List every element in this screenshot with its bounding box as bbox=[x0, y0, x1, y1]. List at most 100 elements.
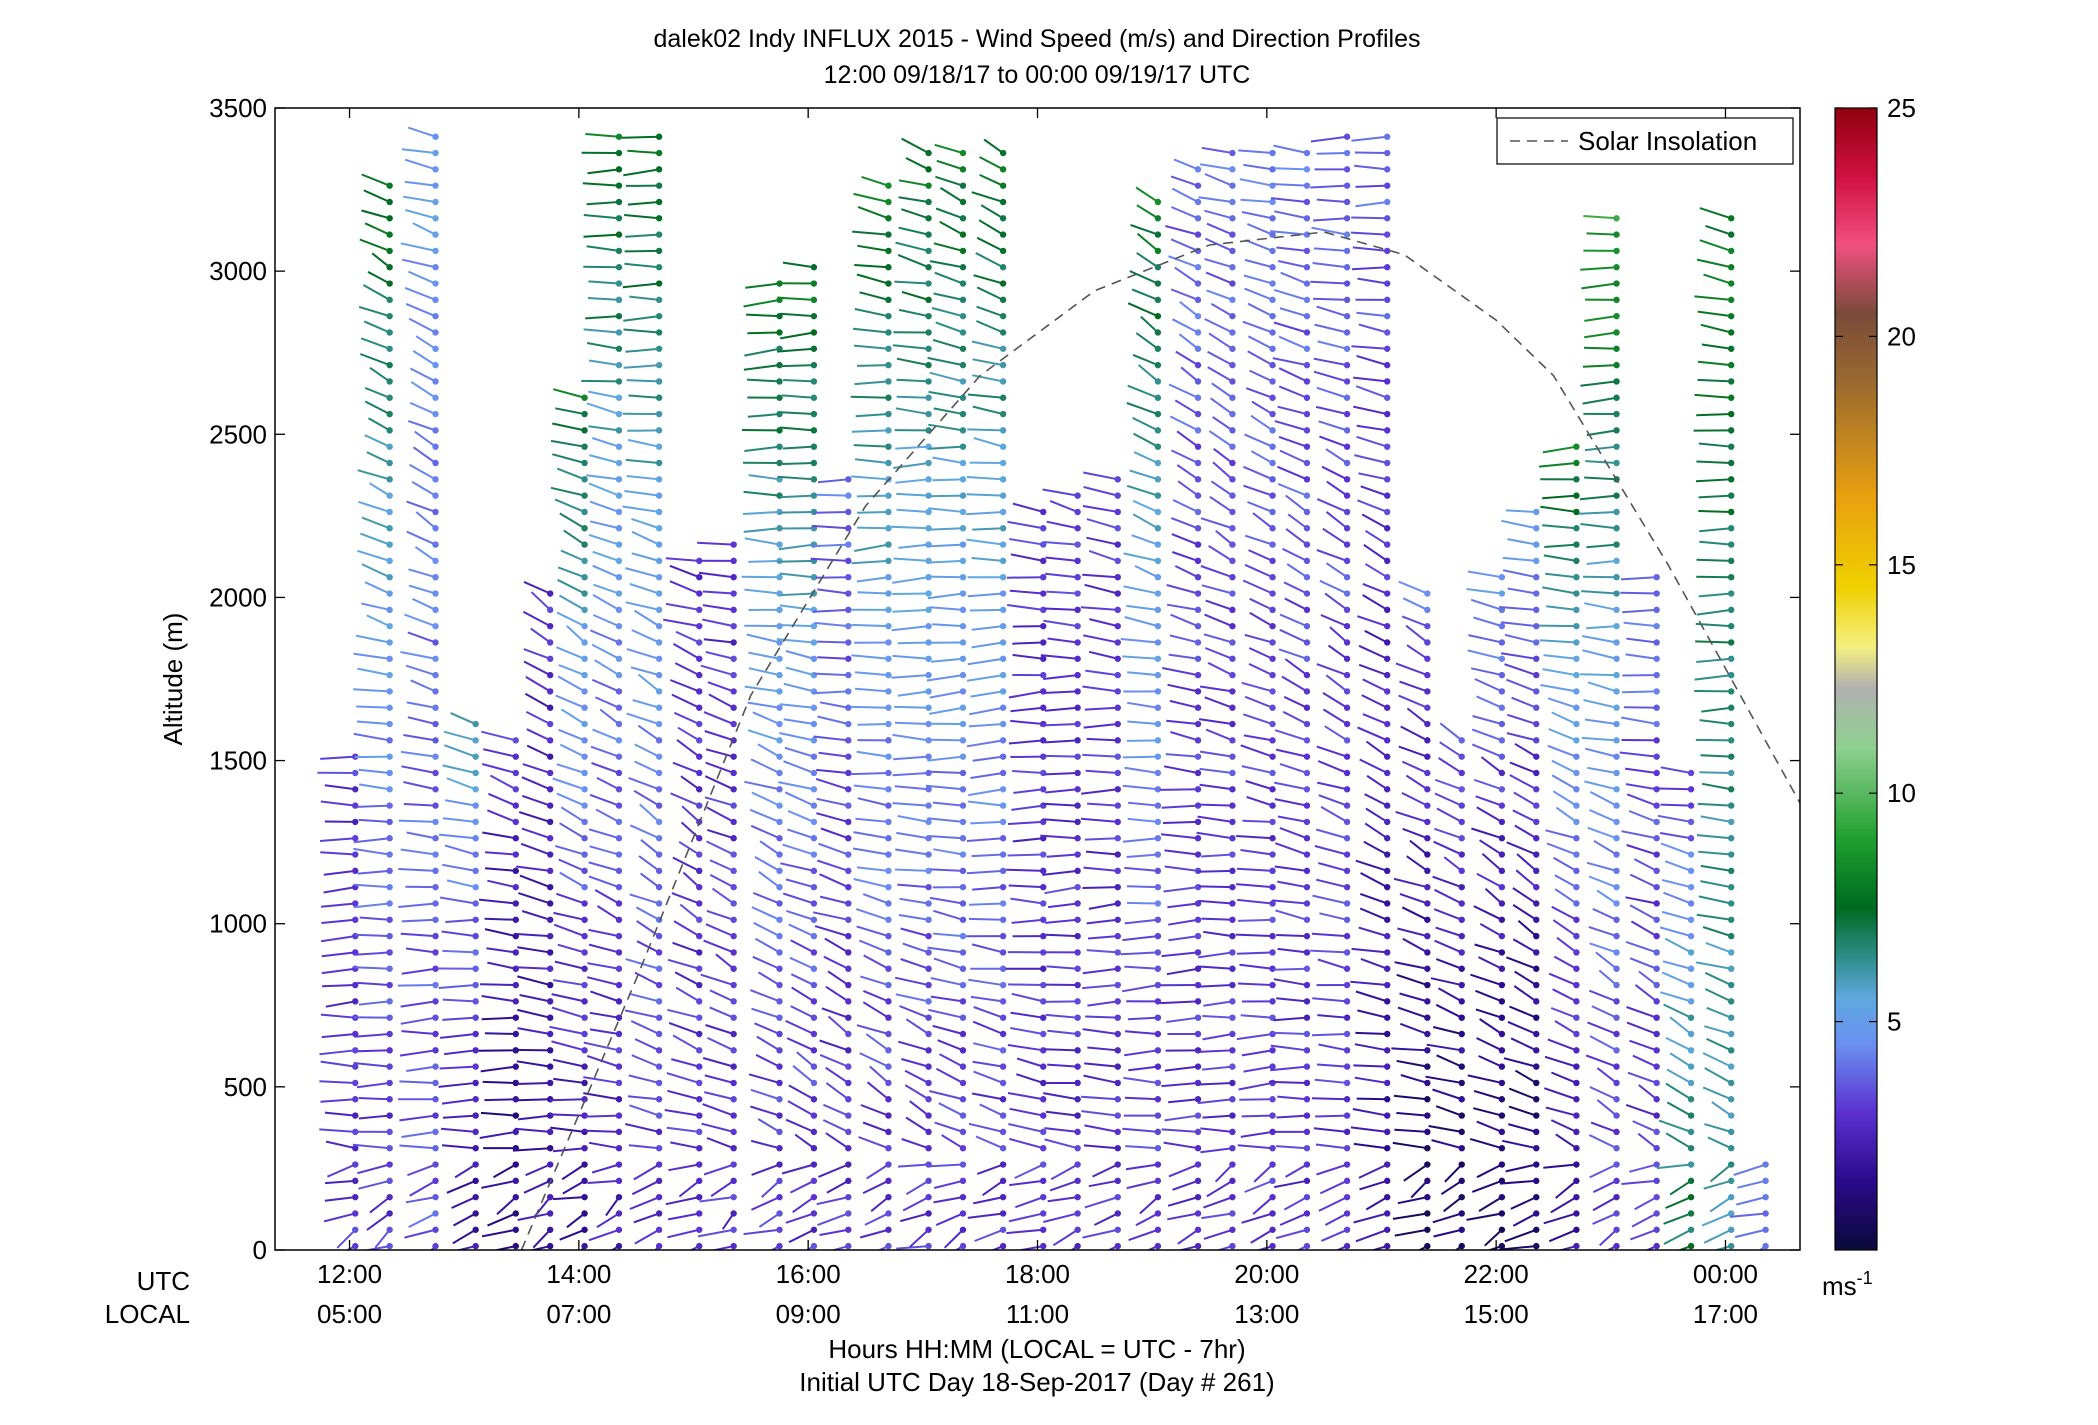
wind-point bbox=[1074, 851, 1081, 858]
wind-barb bbox=[1212, 461, 1234, 481]
wind-point bbox=[432, 427, 439, 434]
wind-point bbox=[1613, 215, 1620, 222]
wind-barb bbox=[973, 274, 1004, 285]
wind-point bbox=[810, 296, 818, 304]
wind-barb bbox=[1656, 1163, 1692, 1170]
wind-point bbox=[810, 280, 818, 287]
wind-point bbox=[1040, 639, 1047, 646]
wind-point bbox=[1040, 1193, 1047, 1201]
wind-point bbox=[1687, 1210, 1695, 1217]
wind-barb bbox=[1279, 307, 1308, 318]
wind-point bbox=[1194, 1063, 1202, 1070]
wind-barb bbox=[1393, 877, 1428, 889]
wind-point bbox=[1114, 883, 1121, 891]
wind-barb bbox=[1475, 1008, 1503, 1019]
wind-barb bbox=[1473, 778, 1503, 791]
wind-barb bbox=[1122, 837, 1158, 843]
wind-point bbox=[432, 443, 439, 450]
wind-barb bbox=[1580, 673, 1617, 677]
wind-point bbox=[352, 981, 359, 989]
wind-barb bbox=[320, 755, 356, 760]
wind-barb bbox=[667, 1089, 700, 1101]
wind-barb bbox=[1353, 1142, 1388, 1150]
wind-point bbox=[1384, 883, 1391, 891]
wind-point bbox=[925, 851, 932, 858]
wind-barb bbox=[976, 320, 1004, 334]
wind-barb bbox=[1701, 782, 1732, 791]
wind-point bbox=[999, 802, 1007, 809]
wind-barb bbox=[1409, 839, 1428, 856]
wind-point bbox=[959, 900, 967, 907]
wind-point bbox=[776, 688, 783, 695]
wind-barb bbox=[1087, 1000, 1118, 1007]
wind-point bbox=[1154, 410, 1162, 418]
wind-barb bbox=[1203, 633, 1233, 644]
wind-point bbox=[1573, 1161, 1580, 1168]
wind-barb bbox=[750, 824, 780, 840]
wind-point bbox=[615, 459, 623, 467]
wind-point bbox=[1074, 981, 1081, 989]
wind-barb bbox=[1044, 886, 1078, 895]
wind-barb bbox=[1086, 918, 1118, 925]
wind-point bbox=[999, 443, 1007, 450]
wind-barb bbox=[626, 648, 660, 660]
wind-barb bbox=[790, 939, 815, 954]
wind-point bbox=[845, 1128, 852, 1136]
wind-point bbox=[1194, 525, 1202, 532]
wind-barb bbox=[518, 892, 551, 905]
wind-barb bbox=[1547, 697, 1577, 709]
wind-barb bbox=[596, 777, 620, 791]
wind-barb bbox=[672, 643, 700, 660]
colorbar-tick-label: 20 bbox=[1887, 321, 1916, 351]
wind-point bbox=[730, 688, 737, 695]
wind-barb bbox=[1626, 793, 1658, 807]
wind-point bbox=[730, 573, 737, 581]
wind-barb bbox=[754, 937, 781, 954]
wind-barb bbox=[588, 280, 620, 285]
wind-point bbox=[1343, 231, 1351, 238]
wind-point bbox=[1343, 883, 1351, 891]
wind-point bbox=[1194, 345, 1202, 352]
wind-barb bbox=[898, 1163, 929, 1168]
wind-barb bbox=[1007, 853, 1044, 857]
wind-barb bbox=[364, 581, 391, 595]
wind-barb bbox=[589, 500, 620, 513]
wind-point bbox=[1154, 590, 1162, 597]
wind-point bbox=[1194, 1030, 1202, 1038]
wind-point bbox=[999, 525, 1007, 532]
wind-point bbox=[1573, 965, 1580, 972]
wind-point bbox=[1533, 655, 1540, 662]
wind-point bbox=[512, 981, 519, 989]
wind-point bbox=[1343, 296, 1351, 304]
wind-point bbox=[655, 1193, 663, 1201]
wind-barb bbox=[896, 378, 929, 383]
wind-point bbox=[472, 737, 479, 744]
wind-point bbox=[1303, 1063, 1311, 1070]
wind-point bbox=[885, 688, 892, 695]
wind-point bbox=[615, 818, 623, 826]
wind-barb bbox=[972, 527, 1004, 531]
wind-barb bbox=[894, 721, 929, 726]
wind-point bbox=[1269, 1177, 1276, 1185]
wind-point bbox=[810, 410, 818, 418]
wind-profile bbox=[965, 138, 1007, 1250]
wind-point bbox=[1343, 998, 1351, 1005]
wind-point bbox=[776, 443, 783, 450]
wind-barb bbox=[324, 784, 356, 791]
wind-barb bbox=[1479, 839, 1503, 856]
wind-point bbox=[432, 182, 439, 189]
wind-barb bbox=[781, 394, 814, 399]
wind-point bbox=[1269, 394, 1276, 401]
wind-point bbox=[1229, 655, 1236, 662]
wind-barb bbox=[757, 971, 781, 986]
wind-point bbox=[959, 1242, 967, 1250]
wind-barb bbox=[1164, 849, 1199, 856]
wind-point bbox=[1458, 802, 1465, 809]
wind-barb bbox=[785, 650, 815, 660]
wind-point bbox=[1343, 818, 1351, 826]
wind-point bbox=[581, 1242, 588, 1250]
wind-barb bbox=[894, 785, 929, 791]
wind-point bbox=[1613, 1079, 1620, 1087]
wind-barb bbox=[1201, 853, 1233, 858]
wind-barb bbox=[1357, 277, 1388, 285]
